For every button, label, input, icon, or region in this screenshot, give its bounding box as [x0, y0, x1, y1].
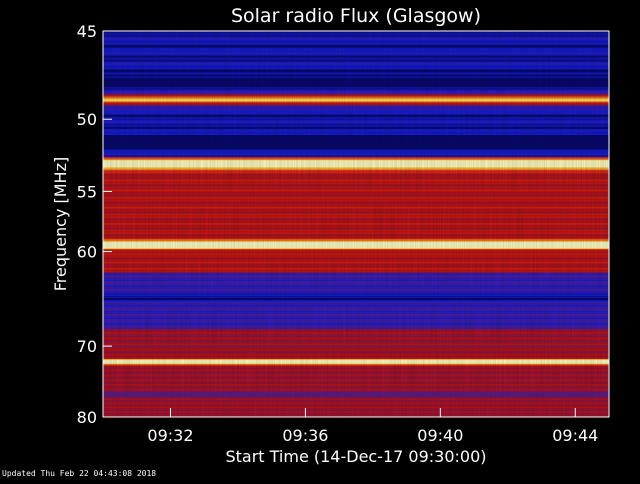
- y-axis: 45 50 55 60 70 80: [77, 22, 112, 427]
- y-tick-label: 60: [77, 243, 97, 262]
- y-axis-label: Frequency [MHz]: [51, 157, 70, 291]
- x-tick-label: 09:36: [282, 426, 328, 445]
- x-axis-label: Start Time (14-Dec-17 09:30:00): [225, 447, 486, 466]
- update-timestamp: Updated Thu Feb 22 04:43:08 2018: [2, 469, 157, 478]
- plot-frame: [102, 30, 610, 418]
- y-tick-label: 45: [77, 22, 97, 41]
- y-tick-label: 80: [77, 408, 97, 427]
- heatmap-texture: [103, 31, 609, 417]
- y-tick-label: 55: [77, 182, 97, 201]
- x-axis: 09:32 09:36 09:40 09:44: [147, 408, 598, 445]
- y-tick-label: 70: [77, 337, 97, 356]
- x-tick-label: 09:40: [417, 426, 463, 445]
- y-tick-label: 50: [77, 110, 97, 129]
- chart-title: Solar radio Flux (Glasgow): [231, 5, 481, 27]
- x-tick-label: 09:32: [147, 426, 193, 445]
- x-tick-label: 09:44: [552, 426, 598, 445]
